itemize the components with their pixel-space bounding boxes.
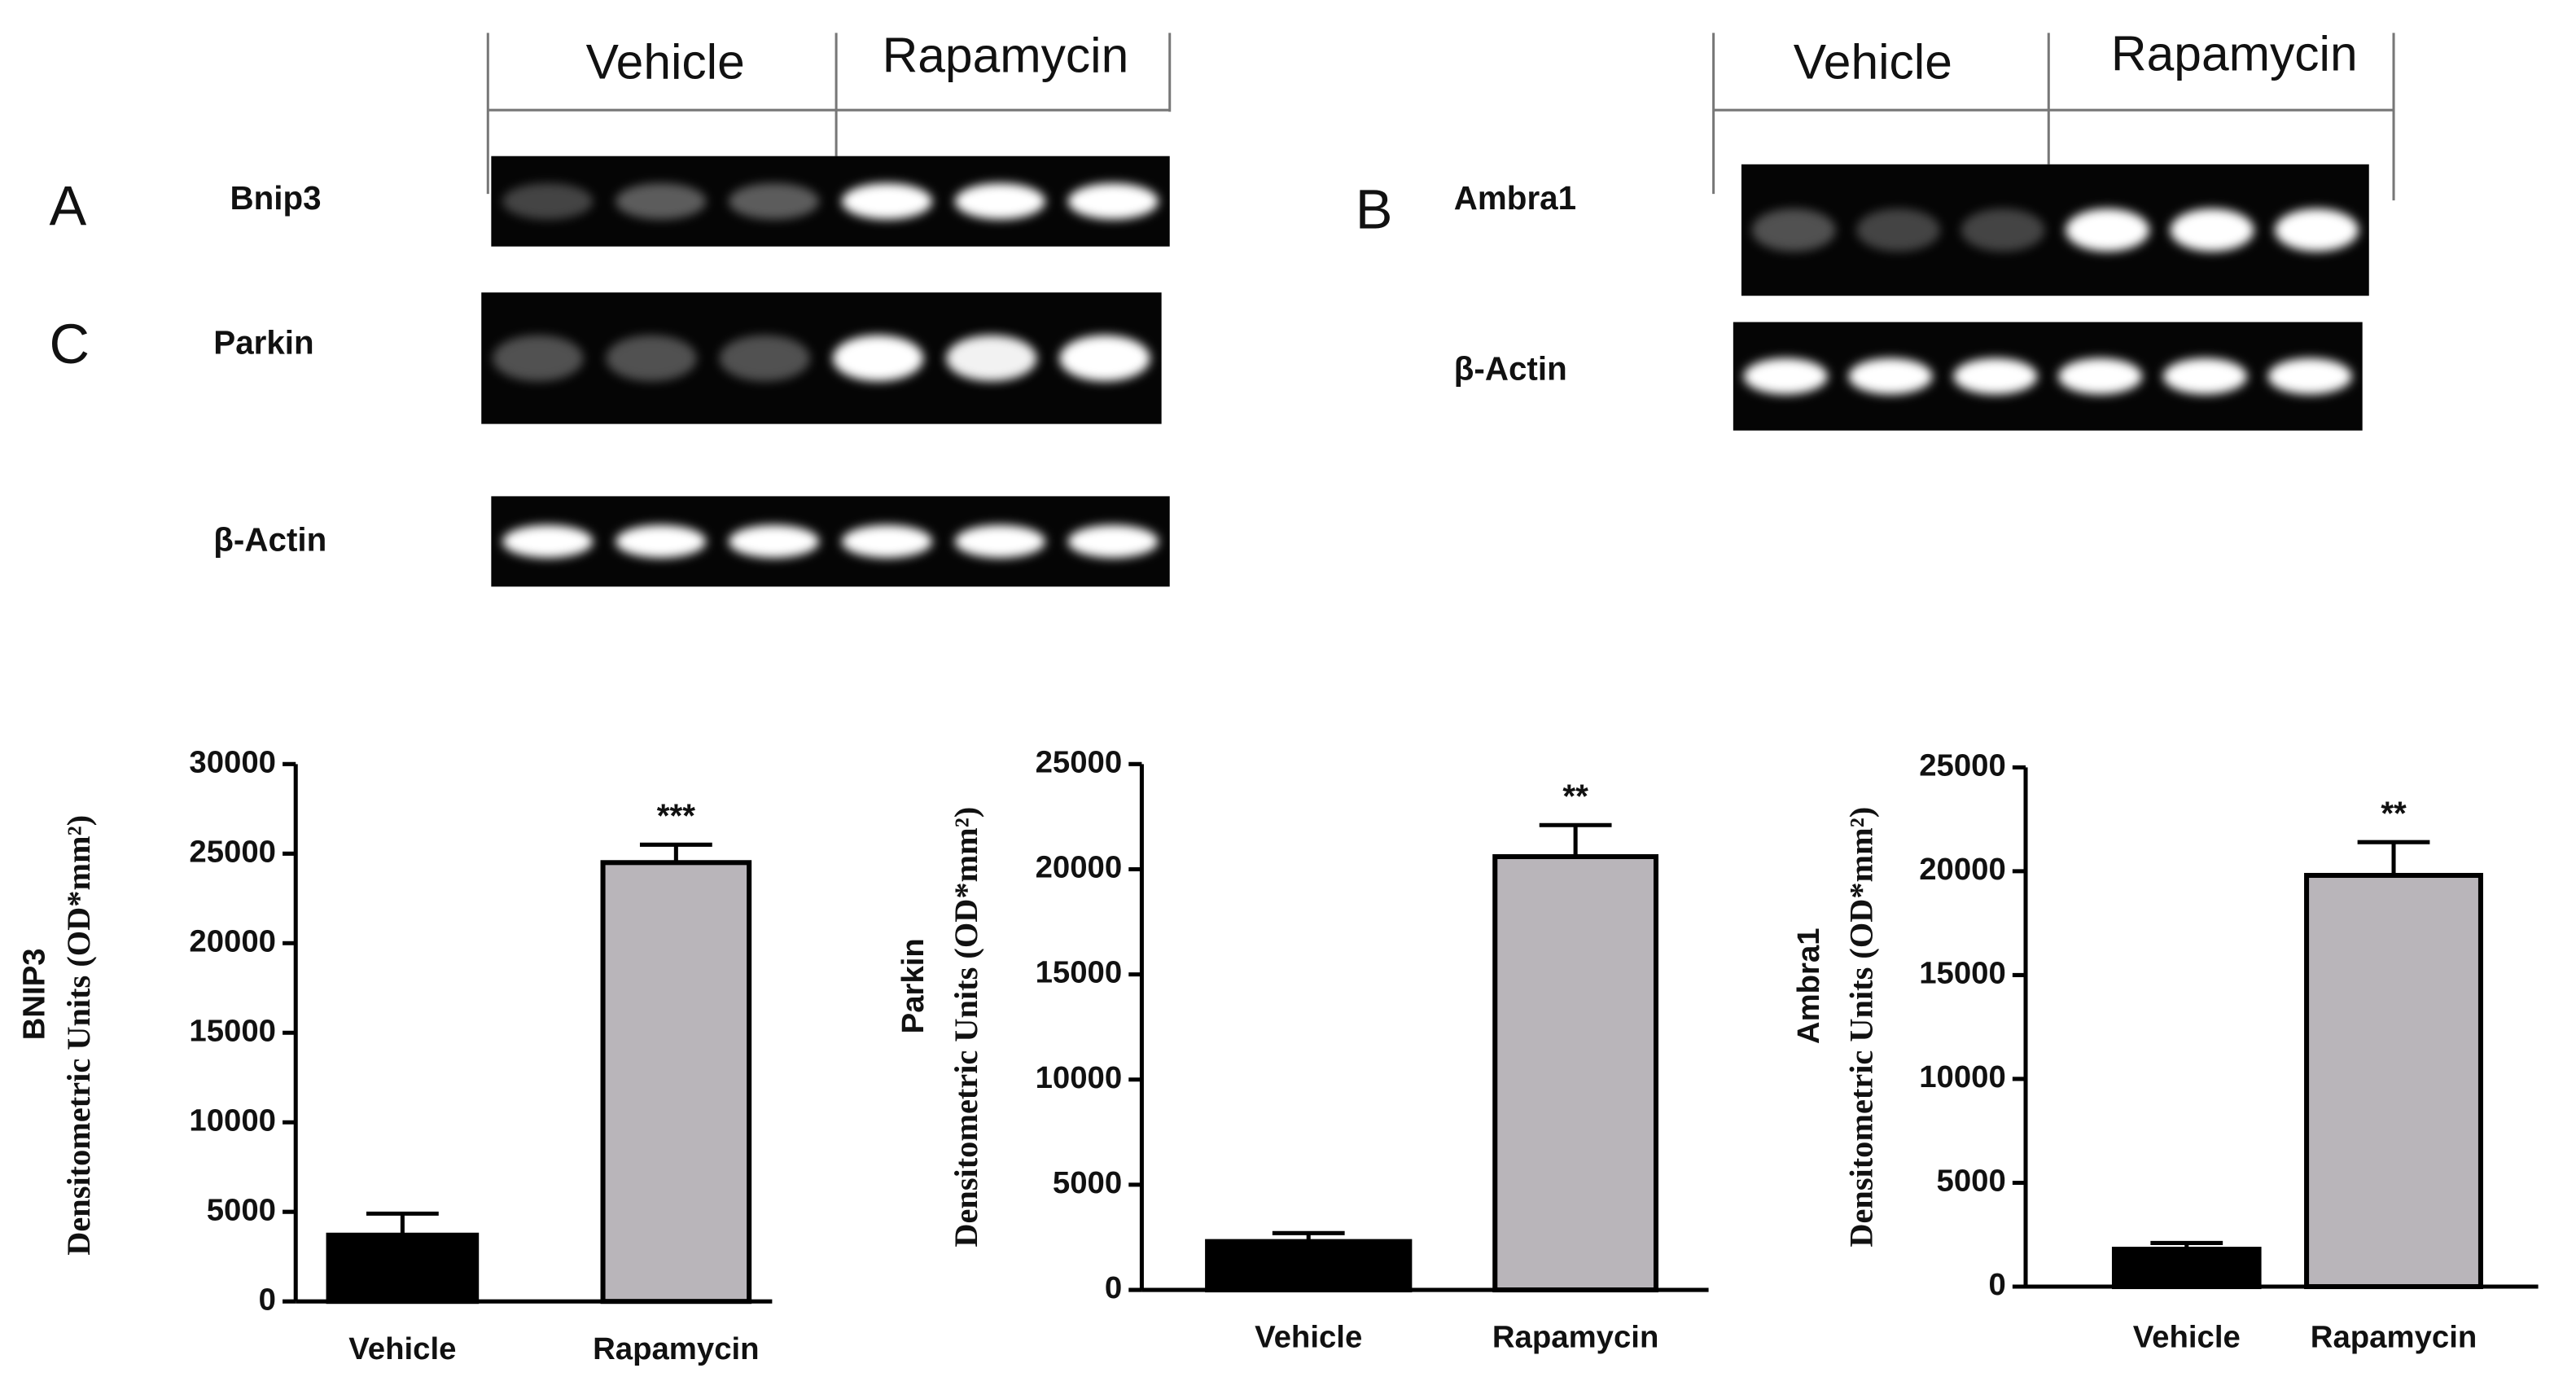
group-header: Vehicle xyxy=(586,34,745,90)
gel-band xyxy=(616,182,707,220)
gel-band xyxy=(1751,208,1836,252)
y-tick-label: 20000 xyxy=(1036,850,1123,885)
group-header: Rapamycin xyxy=(2111,26,2358,81)
y-tick-label: 25000 xyxy=(189,834,276,869)
gel-band xyxy=(946,335,1037,382)
blot-label: Ambra1 xyxy=(1454,179,1576,217)
y-tick-label: 25000 xyxy=(1919,748,2006,783)
gel-band xyxy=(841,182,933,220)
gel-band xyxy=(1960,208,2045,252)
group-header: Vehicle xyxy=(1794,34,1952,90)
gel-band xyxy=(729,524,820,559)
gel-band xyxy=(1848,357,1933,395)
y-axis-units: Densitometric Units (OD*mm²) xyxy=(948,807,984,1248)
bar xyxy=(600,860,752,1305)
y-axis-units: Densitometric Units (OD*mm²) xyxy=(60,815,97,1256)
gel-band xyxy=(2162,357,2247,395)
y-tick-label: 5000 xyxy=(1053,1165,1122,1200)
gel-image xyxy=(491,156,1170,247)
gel-band xyxy=(719,335,811,382)
panel-letter: A xyxy=(50,174,87,237)
gel-band xyxy=(954,524,1045,559)
bar xyxy=(1205,1239,1413,1293)
gel-band xyxy=(841,524,933,559)
y-tick-label: 0 xyxy=(1988,1267,2005,1302)
blot-label: β-Actin xyxy=(213,521,326,559)
gel-band xyxy=(2267,357,2352,395)
significance: ** xyxy=(1562,778,1588,815)
y-tick-label: 0 xyxy=(259,1282,276,1317)
category-label: Vehicle xyxy=(348,1331,456,1366)
category-label: Rapamycin xyxy=(593,1331,759,1366)
y-axis-title: Ambra1 xyxy=(1791,928,1826,1044)
gel-band xyxy=(1743,357,1828,395)
gel-image xyxy=(1741,164,2369,296)
gel-image xyxy=(491,496,1170,587)
y-tick-label: 15000 xyxy=(1036,955,1123,990)
bar xyxy=(326,1232,480,1305)
y-axis-title: BNIP3 xyxy=(17,948,52,1040)
panel-letter: B xyxy=(1356,178,1393,240)
error-bar xyxy=(2150,1240,2223,1250)
y-tick-label: 10000 xyxy=(189,1103,276,1138)
blot-label: β-Actin xyxy=(1454,350,1567,388)
category-label: Rapamycin xyxy=(1492,1320,1658,1355)
y-tick-label: 20000 xyxy=(1919,852,2006,887)
category-label: Rapamycin xyxy=(2311,1320,2477,1355)
gel-band xyxy=(606,335,697,382)
gel-band xyxy=(1953,357,2038,395)
gel-band xyxy=(1067,182,1159,220)
gel-image xyxy=(1733,322,2363,431)
error-bar xyxy=(1539,822,1612,857)
gel-image xyxy=(481,292,1162,424)
error-bar xyxy=(639,842,712,863)
gel-band xyxy=(493,335,584,382)
gel-band xyxy=(2058,357,2143,395)
panel-letter: C xyxy=(50,313,90,375)
error-bar xyxy=(366,1211,439,1235)
gel-band xyxy=(2170,208,2254,252)
y-tick-label: 20000 xyxy=(189,923,276,958)
gel-band xyxy=(729,182,820,220)
gel-band xyxy=(832,335,924,382)
gel-band xyxy=(2066,208,2149,252)
gel-band xyxy=(954,182,1045,220)
y-axis-units: Densitometric Units (OD*mm²) xyxy=(1843,807,1880,1248)
gel-band xyxy=(616,524,707,559)
y-tick-label: 30000 xyxy=(189,744,276,779)
gel-band xyxy=(1856,208,1941,252)
bar xyxy=(1492,853,1659,1293)
y-tick-label: 5000 xyxy=(207,1192,276,1227)
y-tick-label: 15000 xyxy=(1919,956,2006,991)
gel-band xyxy=(502,524,594,559)
y-tick-label: 10000 xyxy=(1919,1059,2006,1094)
gel-band xyxy=(502,182,594,220)
error-bar xyxy=(1272,1230,1345,1242)
blot-label: Parkin xyxy=(213,323,313,361)
bar xyxy=(2304,872,2483,1290)
y-tick-label: 25000 xyxy=(1036,744,1123,779)
category-label: Vehicle xyxy=(1255,1320,1362,1355)
y-tick-label: 10000 xyxy=(1036,1060,1123,1095)
y-tick-label: 15000 xyxy=(189,1013,276,1048)
significance: *** xyxy=(657,797,695,835)
significance: ** xyxy=(2381,795,2407,832)
gel-band xyxy=(1067,524,1159,559)
y-axis-title: Parkin xyxy=(896,938,931,1033)
bar xyxy=(2111,1247,2262,1290)
group-header: Rapamycin xyxy=(883,28,1129,83)
y-tick-label: 5000 xyxy=(1937,1164,2006,1199)
error-bar xyxy=(2357,840,2430,875)
blot-label: Bnip3 xyxy=(230,179,322,217)
gel-band xyxy=(1059,335,1150,382)
y-tick-label: 0 xyxy=(1105,1270,1122,1305)
category-label: Vehicle xyxy=(2133,1320,2241,1355)
gel-band xyxy=(2275,208,2359,252)
